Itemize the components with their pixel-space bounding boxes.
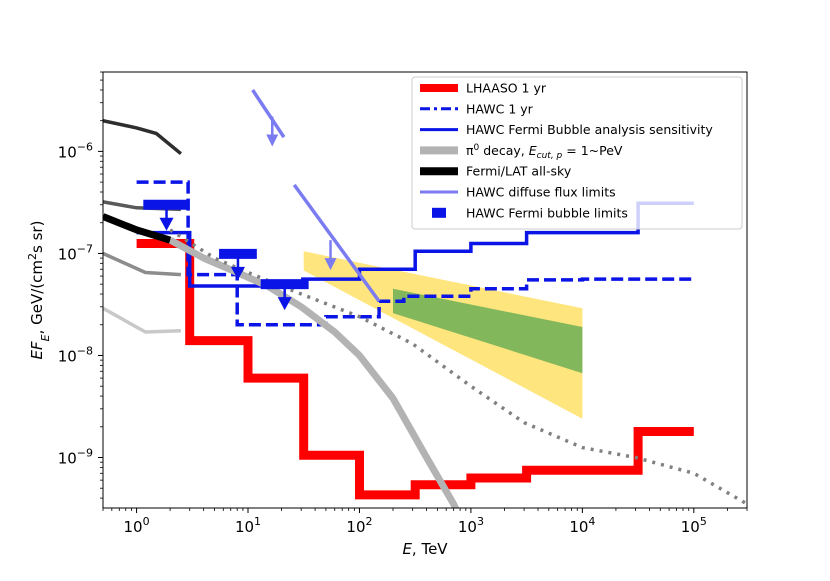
series-0 <box>136 239 694 500</box>
legend-frame <box>411 76 743 230</box>
legend-entry-2: HAWC Fermi Bubble analysis sensitivity <box>420 122 713 137</box>
legend-label-0: LHAASO 1 yr <box>466 81 547 96</box>
x-tick-label-4: 104 <box>569 515 595 536</box>
x-axis-label: E, TeV <box>402 540 448 558</box>
bands-layer <box>303 251 583 419</box>
plot-frame <box>102 71 748 509</box>
y-tick-label-3: 10−6 <box>58 140 93 161</box>
series-2 <box>136 201 694 288</box>
legend-entry-1: HAWC 1 yr <box>420 101 534 116</box>
series-1 <box>136 180 694 327</box>
series-6 <box>103 118 183 156</box>
legend-label-2: HAWC Fermi Bubble analysis sensitivity <box>466 122 713 137</box>
bubble-limit-arrowhead-1 <box>230 266 245 280</box>
band-green-band <box>393 288 583 374</box>
series-4 <box>169 228 747 506</box>
ticks-layer: 100 101 102 103 104 105 10−9 10−8 10−7 10−6 <box>58 71 748 536</box>
series-5 <box>103 213 172 244</box>
legend-label-3: π0 decay, Ecut, p = 1~PeV <box>466 143 623 161</box>
legend-label-1: HAWC 1 yr <box>466 101 534 116</box>
y-tick-label-1: 10−8 <box>58 344 93 365</box>
x-tick-label-3: 103 <box>458 515 484 536</box>
x-tick-label-1: 101 <box>235 515 261 536</box>
diffuse-limit-line-1 <box>292 183 381 303</box>
limits-layer <box>143 88 381 311</box>
bubble-limit-arrowhead-2 <box>277 297 292 311</box>
legend: LHAASO 1 yr HAWC 1 yr HAWC Fermi Bubble an… <box>411 76 743 230</box>
legend-entry-5: HAWC diffuse flux limits <box>420 185 616 200</box>
legend-label-6: HAWC Fermi bubble limits <box>466 205 628 220</box>
series-8 <box>103 251 182 277</box>
diffuse-limit-arrowhead-1 <box>324 258 337 271</box>
legend-entry-3: π0 decay, Ecut, p = 1~PeV <box>420 143 623 161</box>
diffuse-limit-arrowhead-0 <box>266 134 279 147</box>
x-tick-label-5: 105 <box>681 515 707 536</box>
legend-swatch-6 <box>432 207 446 218</box>
legend-entry-4: Fermi/LAT all-sky <box>420 164 572 179</box>
legend-label-4: Fermi/LAT all-sky <box>466 164 572 179</box>
legend-label-5: HAWC diffuse flux limits <box>466 185 616 200</box>
x-tick-label-2: 102 <box>346 515 372 536</box>
legend-entry-0: LHAASO 1 yr <box>420 81 547 96</box>
y-axis-label: EFE, GeV/(cm2s sr) <box>26 221 52 360</box>
legend-entry-6: HAWC Fermi bubble limits <box>432 205 628 220</box>
y-tick-label-0: 10−9 <box>58 447 93 468</box>
series-3 <box>168 237 460 508</box>
bubble-limit-arrowhead-0 <box>159 217 174 231</box>
x-tick-label-0: 100 <box>124 515 150 536</box>
series-9 <box>103 306 181 334</box>
diffuse-limit-line-0 <box>251 88 286 139</box>
legend-entries: LHAASO 1 yr HAWC 1 yr HAWC Fermi Bubble an… <box>420 81 713 220</box>
y-tick-label-2: 10−7 <box>58 242 93 263</box>
plot-area <box>103 88 747 508</box>
